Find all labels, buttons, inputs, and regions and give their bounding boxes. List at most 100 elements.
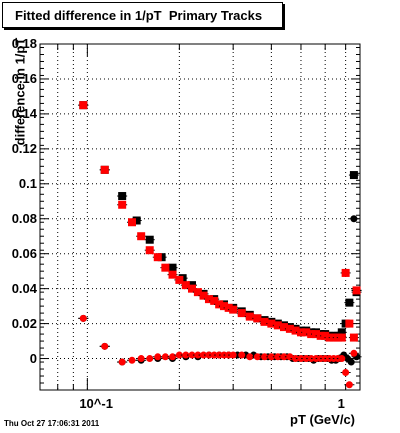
data-point [79,101,88,110]
data-point [199,291,208,300]
data-point [79,314,87,322]
data-point [181,281,190,290]
data-point [182,351,190,359]
data-point [296,328,305,337]
y-tick-label: 0.12 [11,140,37,156]
y-tick-label: 0 [29,350,37,366]
data-point [280,353,288,361]
data-point [154,353,162,361]
y-tick-label: 0.04 [11,280,37,296]
data-point [238,351,246,359]
data-point [321,331,330,340]
data-point [237,309,246,318]
data-points [78,101,362,389]
y-tick-label: 0.1 [18,175,37,191]
data-point [128,356,136,364]
data-point [338,355,346,363]
y-tick-label: 0.16 [11,70,37,86]
data-point [260,317,269,326]
data-point [118,192,127,201]
data-point [267,353,275,361]
data-point [347,358,355,366]
x-tick-label: 1 [337,396,345,411]
y-axis-label: difference in 1/pT [12,37,28,146]
data-point [297,355,305,363]
data-point [267,319,276,328]
data-point [274,353,282,361]
plot-frame [39,43,361,391]
data-point [204,295,213,304]
data-point [146,355,154,363]
data-point [161,263,170,272]
y-tick-label: 0.18 [11,36,37,51]
data-point [312,330,321,339]
data-point [161,353,169,361]
data-point [350,215,358,223]
data-point [345,298,354,307]
data-point [210,296,219,305]
data-point [341,268,350,277]
data-point [349,333,358,342]
data-point [205,351,213,359]
axis-ticks [39,43,360,391]
data-point [137,355,145,363]
data-point [229,351,237,359]
y-tick-label: 0.02 [11,315,37,331]
data-point [145,235,154,244]
data-point [132,216,141,225]
data-point [302,355,310,363]
data-point [253,353,261,361]
data-point [245,312,254,321]
data-point [342,369,350,377]
chart-title-box: Fitted difference in 1/pT Primary Tracks [2,2,283,28]
data-point [291,326,300,335]
timestamp: Thu Oct 27 17:06:31 2011 [4,419,100,428]
data-point [128,218,137,227]
data-point [224,303,233,312]
data-point [349,171,358,180]
data-point [193,288,202,297]
data-point [188,351,196,359]
data-point [194,351,202,359]
data-point [353,286,361,294]
data-point [220,302,229,311]
data-point [137,232,146,241]
data-point [175,275,184,284]
grid-lines [39,43,360,390]
data-point [253,314,262,323]
data-point [168,270,177,279]
data-point [261,353,269,361]
data-point [210,351,218,359]
data-point [280,323,289,332]
chart-title: Fitted difference in 1/pT Primary Tracks [15,8,263,23]
data-point [145,246,154,255]
data-point [345,381,353,389]
data-point [302,328,311,337]
data-point [292,355,300,363]
data-point [229,305,238,314]
data-point [118,200,127,209]
data-point [118,358,126,366]
data-point [337,333,346,342]
y-tick-label: 0.14 [11,105,37,121]
data-point [246,353,254,361]
y-tick-label: 0.08 [11,210,37,226]
x-tick-label: 10^-1 [79,396,113,411]
data-point [153,253,162,262]
data-point [175,351,183,359]
data-point [100,165,109,174]
y-tick-label: 0.06 [11,245,37,261]
data-point [188,284,197,293]
data-point [285,324,294,333]
data-point [215,300,224,309]
data-point [345,319,354,328]
data-point [273,321,282,330]
data-point [169,353,177,361]
data-point [200,351,208,359]
data-point [337,328,346,337]
data-point [350,349,358,357]
data-point [101,342,109,350]
x-axis-label: pT (GeV/c) [290,412,356,427]
data-point [168,263,177,272]
